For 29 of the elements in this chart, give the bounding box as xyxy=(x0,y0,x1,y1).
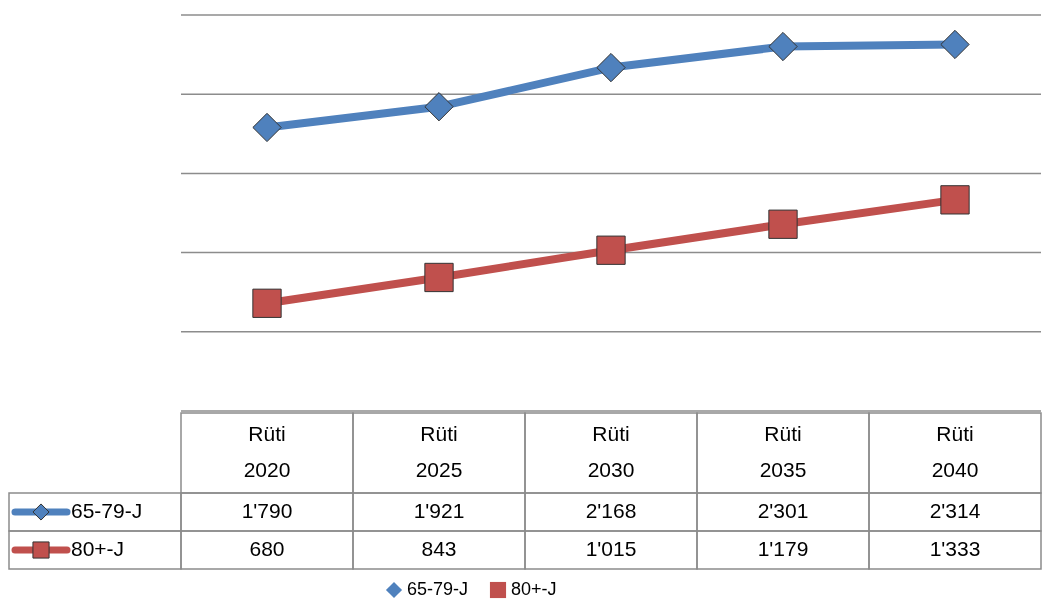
point xyxy=(768,31,798,62)
legend-label: 65-79-J xyxy=(71,499,143,522)
data-label: 2'168 xyxy=(585,499,637,522)
point xyxy=(252,288,282,318)
text: 80+-J xyxy=(511,579,557,599)
point xyxy=(252,112,282,143)
point xyxy=(940,185,970,215)
data-label: 843 xyxy=(421,537,457,560)
data-label: 1'790 xyxy=(241,499,293,522)
point xyxy=(424,92,454,122)
data-label: 1'921 xyxy=(413,499,465,522)
point xyxy=(424,262,454,293)
text: 65-79-J xyxy=(407,579,469,599)
x-tick-label: Rüti 2030 xyxy=(587,422,635,481)
point xyxy=(596,52,626,83)
x-tick-label: Rüti 2035 xyxy=(759,422,807,481)
data-label: 680 xyxy=(249,537,285,560)
point xyxy=(596,235,626,265)
data-label: 2'301 xyxy=(757,499,809,522)
data-label: 1'179 xyxy=(757,537,809,560)
data-label: 2'314 xyxy=(929,499,981,522)
point xyxy=(940,29,970,60)
data-label: 1'015 xyxy=(585,537,637,560)
legend-label: 80+-J xyxy=(71,537,125,560)
data-label: 1'333 xyxy=(929,537,981,560)
point xyxy=(768,209,798,239)
x-tick-label: Rüti 2040 xyxy=(931,422,979,481)
x-tick-label: Rüti 2025 xyxy=(415,422,463,481)
x-tick-label: Rüti 2020 xyxy=(243,422,291,481)
